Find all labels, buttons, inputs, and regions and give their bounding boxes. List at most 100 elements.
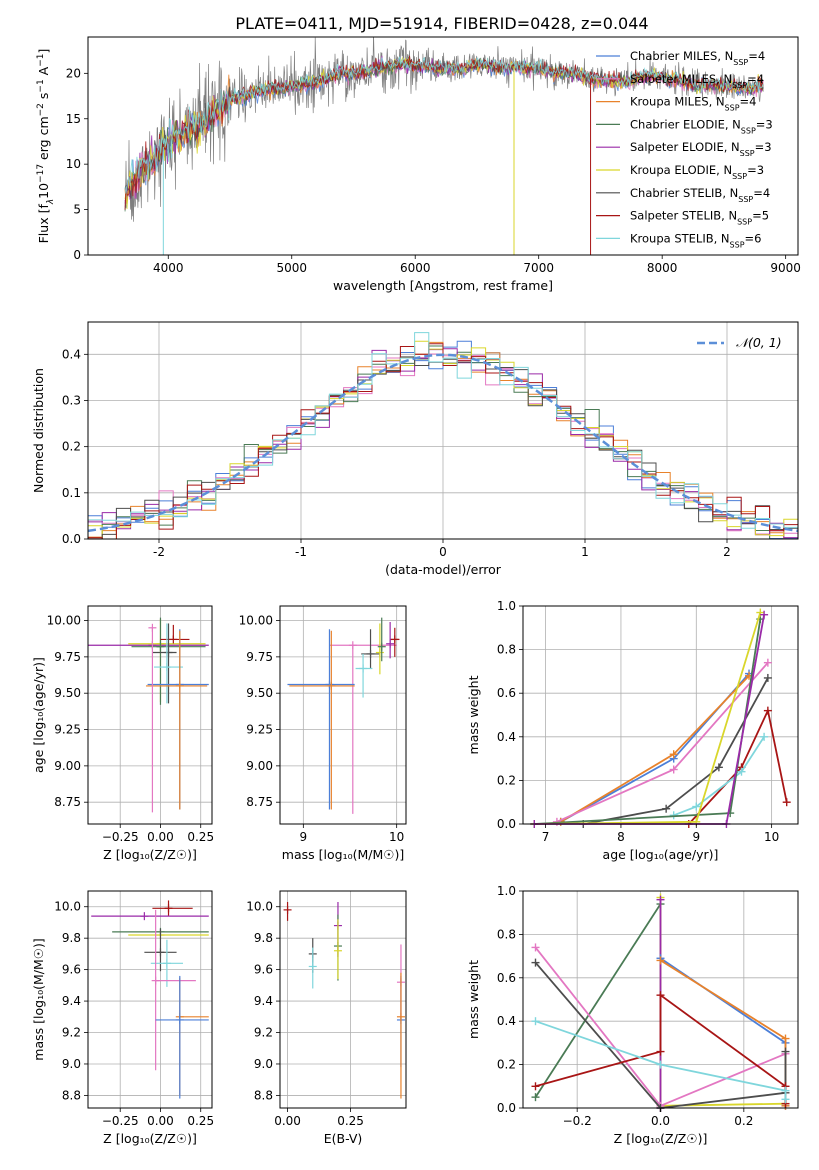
y-tick-label: 0.0 [62,532,81,546]
legend-entry: Kroupa MILES, NSSP=4 [630,95,756,113]
x-axis-label: E(B-V) [324,1131,363,1146]
y-tick-label: 9.00 [54,759,81,773]
x-axis-label: Z [log₁₀(Z/Z☉)] [103,847,197,862]
x-tick-label: 9000 [770,261,801,275]
y-tick-label: 0.0 [497,1101,516,1115]
y-tick-label: 8.8 [62,1088,81,1102]
x-tick-label: 0.00 [274,1114,301,1128]
mass-vs-ebv-panel: 0.00 0.25 8.8 9.0 9.2 9.4 9.6 9.8 10.0 E(B-V) [246,890,407,1146]
y-tick-label: 9.50 [54,686,81,700]
x-tick-label: 9 [692,830,700,844]
model-spectrum [124,58,764,204]
error-bar-point [333,919,342,980]
x-axis-label: age [log₁₀(age/yr)] [603,847,719,862]
y-axis-label: mass weight [466,960,481,1039]
y-tick-label: 9.0 [254,1057,273,1071]
y-tick-label: 0.6 [497,686,516,700]
weight-lines [531,893,790,1112]
axes-frame [279,605,407,825]
error-bar-point [287,629,355,810]
y-tick-label: 8.75 [54,795,81,809]
axes-frame [279,890,407,1109]
x-axis-label: mass [log₁₀(M/M☉)] [282,847,404,862]
x-axis-label: Z [log₁₀(Z/Z☉)] [103,1131,197,1146]
legend-entry: Kroupa ELODIE, NSSP=3 [630,163,764,181]
y-tick-label: 0.0 [497,817,516,831]
y-tick-label: 15 [66,112,81,126]
y-tick-label: 8.75 [246,795,273,809]
spectrum-panel: 4000 5000 6000 7000 8000 9000 0 5 10 15 20 waveleng… [36,36,801,293]
error-bars [287,617,400,814]
y-tick-label: 0.4 [497,1014,516,1028]
error-bar-point [377,617,386,662]
error-bars [91,900,209,1099]
panels: 4000 5000 6000 7000 8000 900005101520waveleng… [31,36,801,1146]
y-tick-label: 10.0 [54,900,81,914]
axes-frame [87,890,213,1109]
error-bars [283,902,405,1099]
x-tick-label: −0.2 [563,1114,592,1128]
error-bar-point [361,629,380,669]
x-tick-label: 0.25 [187,830,214,844]
y-tick-label: 9.25 [54,723,81,737]
y-tick-label: 0.4 [497,730,516,744]
legend-entry: 𝒩(0, 1) [736,335,782,350]
x-tick-label: −0.25 [102,830,139,844]
error-bar-point [152,623,177,704]
y-tick-label: 9.2 [62,1026,81,1040]
x-tick-label: −0.25 [102,1114,139,1128]
error-bar-point [355,653,373,698]
mass-weight-vs-age-panel: 7 8 9 10 0.0 0.2 0.4 0.6 0.8 1.0 age [log₁₀(age/yr… [466,599,799,862]
x-tick-label: 2 [723,545,731,559]
y-axis-label: mass [log₁₀(M/M☉)] [31,938,46,1060]
error-bar-point [91,912,209,921]
error-bar-point [375,623,384,675]
y-tick-label: 9.50 [246,686,273,700]
spectrum-legend: Chabrier MILES, NSSP=4 Salpeter MILES, NS… [596,49,773,249]
spectrum-lines [124,37,764,255]
x-axis-label: Z [log₁₀(Z/Z☉)] [614,1131,708,1146]
y-axis-label: age [log₁₀(age/yr)] [31,657,46,773]
mass-vs-z-panel: −0.25 0.00 0.25 8.8 9.0 9.2 9.4 9.6 9.8 10.0 Z [lo… [31,890,214,1146]
weight-series [534,962,787,1109]
error-bar-point [386,621,395,659]
y-tick-label: 20 [66,66,81,80]
age-vs-mass-panel: 9 10 8.75 9.00 9.25 9.50 9.75 10.00 mass [log₁₀(… [239,605,407,862]
error-bars [88,617,209,813]
error-bar-point [148,623,157,813]
x-tick-label: 0 [439,545,447,559]
x-tick-label: -1 [295,545,307,559]
weight-series [535,1020,787,1100]
x-tick-label: 10 [764,830,779,844]
error-bar-point [160,624,190,644]
y-tick-label: 10.0 [246,900,273,914]
y-tick-label: 0.8 [497,927,516,941]
error-bar-point [152,900,193,917]
y-tick-label: 9.4 [62,994,81,1008]
weight-series [688,707,788,825]
error-bar-point [283,902,292,921]
x-tick-label: 1 [581,545,589,559]
legend-entry: Chabrier MILES, NSSP=4 [630,49,765,67]
legend-entry: Salpeter ELODIE, NSSP=3 [630,140,772,158]
y-tick-label: 8.8 [254,1088,273,1102]
x-axis-label: (data-model)/error [385,562,502,577]
x-tick-label: 8000 [647,261,678,275]
x-tick-label: -2 [153,545,165,559]
residual-histogram [88,332,798,534]
legend-entry: Kroupa STELIB, NSSP=6 [630,231,761,249]
x-tick-label: 4000 [153,261,184,275]
y-tick-label: 0.2 [62,440,81,454]
y-tick-label: 0.2 [497,773,516,787]
x-tick-label: 0.0 [651,1114,670,1128]
error-bar-point [329,641,397,814]
y-tick-label: 9.6 [254,963,273,977]
normal-curve [88,353,798,533]
model-spectrum [124,56,764,194]
y-tick-label: 10.00 [47,614,81,628]
legend-entry: Chabrier STELIB, NSSP=4 [630,186,770,204]
axes-frame [87,605,213,825]
error-bar-point [154,623,184,704]
y-tick-label: 9.6 [62,963,81,977]
